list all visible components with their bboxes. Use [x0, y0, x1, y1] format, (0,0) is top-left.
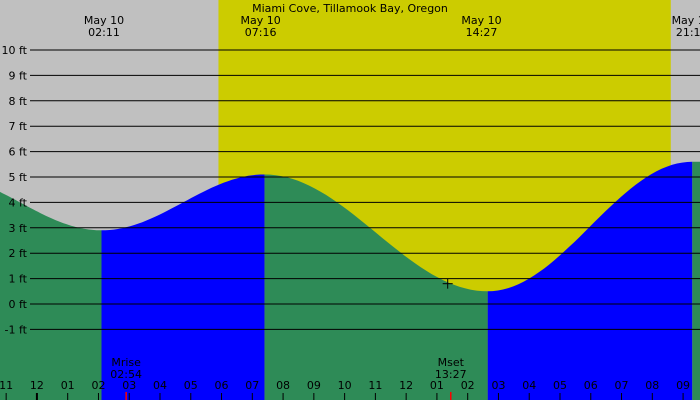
gridline-layer [5, 49, 700, 400]
x-tick-label: 05 [553, 379, 567, 392]
y-tick-label: 2 ft [9, 247, 28, 260]
y-tick-label: 0 ft [9, 298, 28, 311]
x-tick-label: 12 [399, 379, 413, 392]
sun-time-label: 02:11 [88, 26, 120, 39]
x-tick-label: 02 [461, 379, 475, 392]
y-tick-label: 4 ft [9, 196, 28, 209]
tide-area-layer [0, 161, 700, 400]
chart-title: Miami Cove, Tillamook Bay, Oregon [252, 2, 448, 15]
x-tick-label: 03 [491, 379, 505, 392]
x-tick-label: 11 [0, 379, 13, 392]
falling-tide-area [692, 161, 700, 400]
x-tick-label: 05 [184, 379, 198, 392]
y-tick-label: 9 ft [9, 69, 28, 82]
x-tick-label: 06 [215, 379, 229, 392]
sun-date-label: May 10 [461, 14, 501, 27]
y-tick-label: 8 ft [9, 95, 28, 108]
sun-time-label: 07:16 [245, 26, 277, 39]
y-tick-label: 10 ft [2, 44, 28, 57]
moon-event-label: Mset [438, 356, 465, 369]
x-tick-label: 02 [91, 379, 105, 392]
x-tick-label: 09 [307, 379, 321, 392]
x-tick-label: 01 [430, 379, 444, 392]
sun-date-label: May 10 [84, 14, 124, 27]
falling-tide-area [0, 191, 102, 400]
x-tick-label: 03 [122, 379, 136, 392]
moon-event-label: Mrise [111, 356, 141, 369]
y-tick-label: 3 ft [9, 222, 28, 235]
x-tick-label: 09 [676, 379, 690, 392]
x-tick-label: 01 [61, 379, 75, 392]
moon-event-time: 02:54 [110, 368, 142, 381]
sun-time-label: 21:17 [676, 26, 700, 39]
rising-tide-area [101, 174, 265, 400]
x-tick-label: 08 [276, 379, 290, 392]
moon-event-time: 13:27 [435, 368, 467, 381]
sun-date-label: May 10 [240, 14, 280, 27]
label-layer: Miami Cove, Tillamook Bay, Oregon 10 ft 9… [0, 2, 700, 392]
x-tick-label: 07 [245, 379, 259, 392]
rising-tide-area [487, 161, 693, 400]
y-tick-label: -1 ft [5, 323, 28, 336]
x-tick-label: 10 [338, 379, 352, 392]
x-tick-label: 04 [153, 379, 167, 392]
x-tick-label: 12 [30, 379, 44, 392]
x-tick-label: 04 [522, 379, 536, 392]
sun-time-label: 14:27 [466, 26, 498, 39]
x-tick-label: 11 [368, 379, 382, 392]
y-tick-label: 6 ft [9, 146, 28, 159]
y-tick-label: 7 ft [9, 120, 28, 133]
y-tick-label: 5 ft [9, 171, 28, 184]
x-tick-label: 08 [645, 379, 659, 392]
x-tick-label: 07 [615, 379, 629, 392]
falling-tide-area [264, 174, 488, 400]
sun-date-label: May 10 [672, 14, 700, 27]
x-tick-label: 06 [584, 379, 598, 392]
y-tick-label: 1 ft [9, 273, 28, 286]
